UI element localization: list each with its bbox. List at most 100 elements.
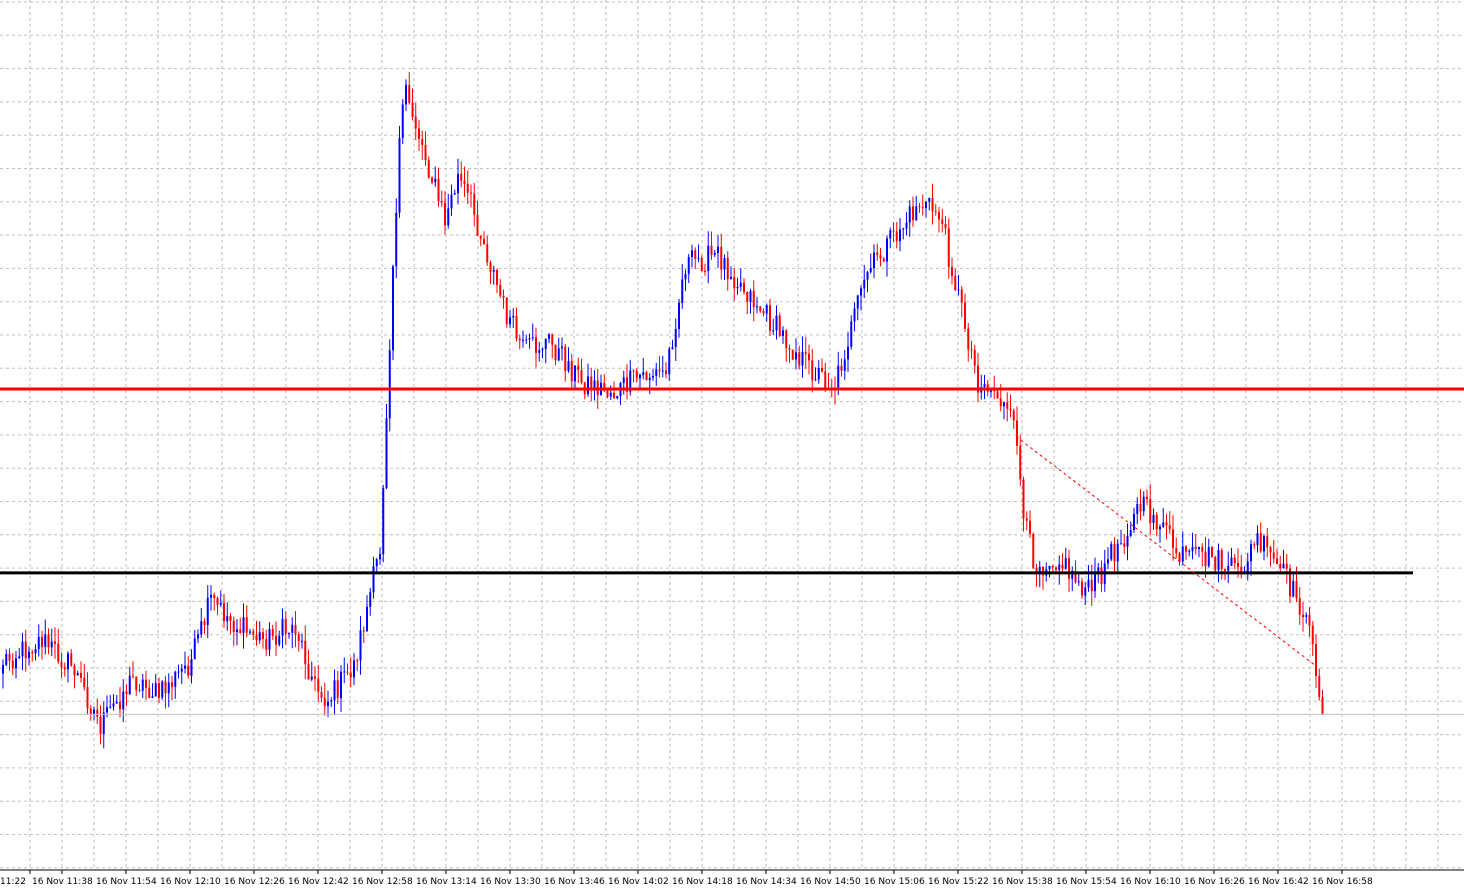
candle — [1146, 489, 1148, 506]
candle — [473, 183, 476, 227]
candle — [67, 651, 69, 683]
candle — [83, 663, 86, 691]
candle — [421, 130, 424, 160]
candle — [431, 176, 433, 185]
candle — [1240, 555, 1243, 579]
candle — [1269, 545, 1272, 567]
candle — [856, 294, 859, 321]
candle — [1315, 634, 1317, 688]
candle — [453, 189, 456, 195]
candle — [951, 257, 953, 285]
candle — [102, 701, 105, 749]
candle — [1266, 527, 1269, 558]
candle — [544, 338, 547, 364]
candle — [681, 264, 684, 309]
candle — [697, 244, 700, 262]
candle — [895, 221, 898, 249]
candle — [1113, 537, 1116, 573]
candle — [219, 590, 222, 607]
candle — [1016, 406, 1018, 455]
candle — [424, 131, 427, 166]
candle — [834, 376, 836, 405]
candle — [970, 340, 973, 359]
candle — [1116, 539, 1119, 573]
candle — [1246, 552, 1249, 581]
candle — [327, 690, 329, 718]
candle — [704, 263, 706, 276]
candle — [788, 344, 791, 363]
candle — [840, 358, 843, 377]
candle — [746, 291, 749, 314]
candle — [262, 627, 264, 649]
candle — [642, 357, 645, 380]
candle — [145, 670, 147, 700]
candle — [944, 216, 947, 235]
candle — [691, 244, 693, 268]
candle — [132, 661, 134, 679]
candle — [648, 373, 651, 395]
candle — [226, 602, 229, 631]
candle — [1042, 566, 1044, 590]
candle — [1006, 392, 1009, 422]
candles — [2, 71, 1324, 749]
candle — [73, 663, 76, 689]
candle — [294, 611, 297, 647]
candle — [369, 587, 372, 616]
candle — [873, 244, 875, 279]
candle — [1220, 548, 1223, 580]
candle — [463, 166, 466, 198]
candle — [252, 628, 255, 641]
time-label: 16 Nov 14:34 — [736, 877, 797, 887]
candle — [632, 369, 635, 383]
candle — [502, 289, 505, 309]
candle — [343, 657, 346, 684]
candle — [356, 658, 359, 671]
time-label: 16 Nov 11:38 — [32, 877, 93, 887]
candle — [769, 298, 771, 336]
candle — [512, 308, 515, 329]
candle — [437, 167, 440, 207]
candle — [336, 670, 339, 705]
candle — [496, 268, 498, 294]
candle — [18, 648, 21, 659]
candle — [827, 372, 830, 390]
candle — [847, 331, 849, 372]
candle — [1272, 540, 1275, 564]
candle — [236, 618, 238, 646]
candle — [749, 288, 752, 314]
candle — [967, 322, 970, 362]
candle — [411, 88, 414, 121]
time-label: 16 Nov 15:22 — [928, 877, 989, 887]
candle — [392, 264, 394, 361]
candle — [801, 336, 804, 378]
candle — [574, 365, 576, 391]
candle — [791, 349, 794, 361]
candle — [340, 665, 342, 712]
candle — [203, 618, 206, 634]
candle — [882, 256, 885, 263]
candle — [808, 344, 810, 375]
candle — [1029, 510, 1031, 538]
candle — [915, 195, 918, 221]
candle — [1214, 555, 1217, 573]
candle — [567, 347, 570, 373]
candle — [5, 649, 8, 667]
candle — [869, 253, 872, 274]
candle — [200, 608, 203, 638]
candle — [980, 374, 983, 400]
candle — [928, 197, 931, 211]
candle — [418, 120, 420, 151]
time-label: 16 Nov 16:10 — [1120, 877, 1181, 887]
candle — [710, 231, 713, 260]
candle — [548, 333, 550, 344]
trendline[interactable] — [1015, 436, 1316, 666]
candle — [1191, 532, 1194, 560]
candle — [320, 686, 323, 703]
candle — [317, 665, 320, 702]
candle — [720, 233, 723, 280]
candle — [1107, 547, 1109, 570]
candle — [1064, 547, 1067, 570]
candle — [242, 603, 245, 649]
